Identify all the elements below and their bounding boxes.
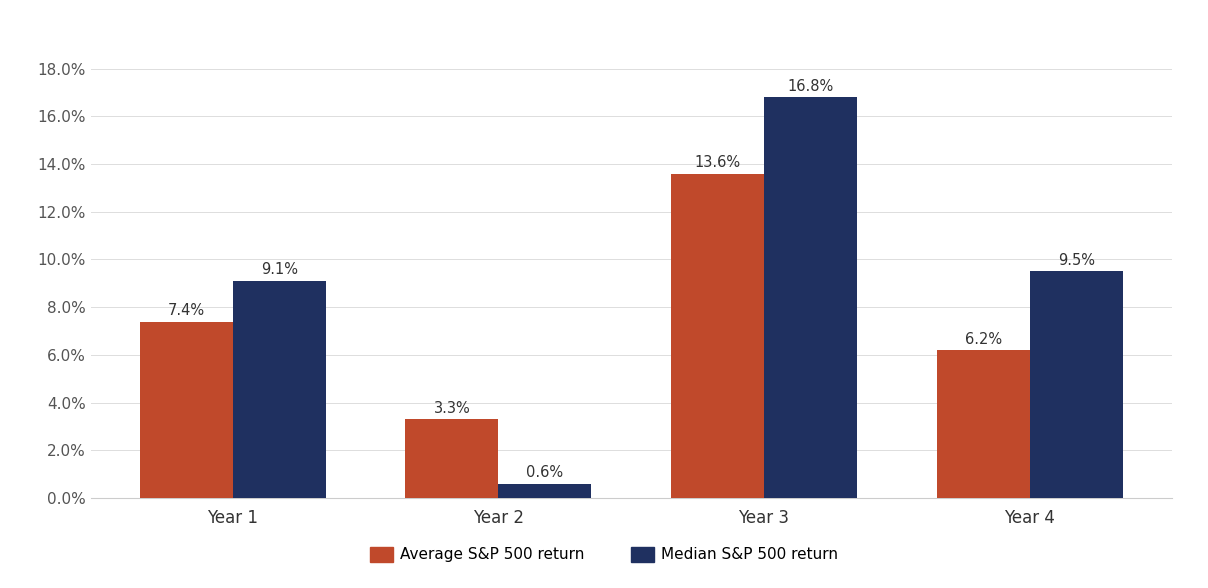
Bar [140,322,233,498]
Text: Since 1930, U.S. Presidential Cycle returns have been highest in Year 3, but Yea: Since 1930, U.S. Presidential Cycle retu… [12,14,1100,32]
Bar [670,173,763,498]
Text: 7.4%: 7.4% [168,303,205,318]
Bar [499,484,592,498]
Bar [1029,272,1122,498]
Legend: Average S&P 500 return, Median S&P 500 return: Average S&P 500 return, Median S&P 500 r… [364,540,844,569]
Bar [406,419,499,498]
Text: 9.1%: 9.1% [261,262,297,278]
Text: 16.8%: 16.8% [788,79,834,93]
Text: 6.2%: 6.2% [965,332,1001,346]
Bar [763,97,856,498]
Bar [233,281,326,498]
Text: 0.6%: 0.6% [527,465,563,480]
Text: 13.6%: 13.6% [695,155,741,170]
Text: 3.3%: 3.3% [434,400,470,416]
Text: 9.5%: 9.5% [1058,253,1094,268]
Bar [936,350,1029,498]
